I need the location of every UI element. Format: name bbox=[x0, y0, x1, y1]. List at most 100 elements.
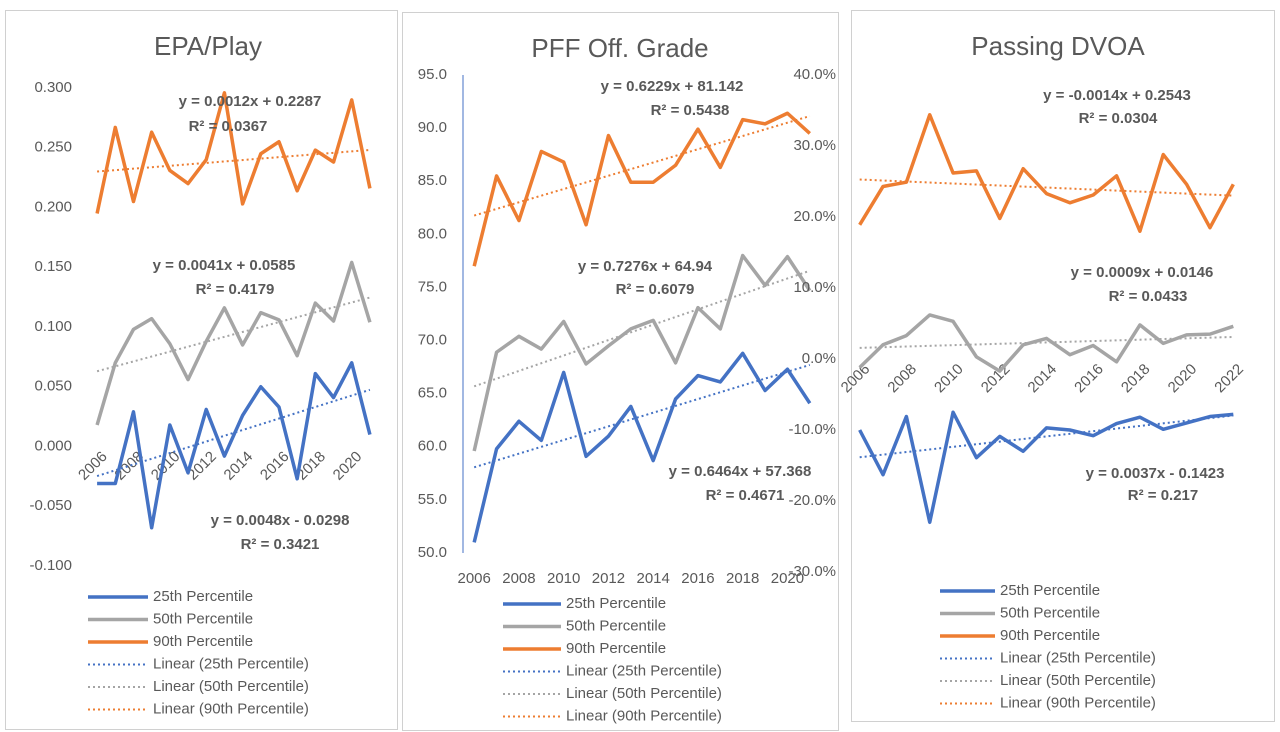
trend-r-squared: R² = 0.4179 bbox=[196, 281, 275, 298]
series-line bbox=[858, 410, 1234, 525]
trend-r-squared: R² = 0.0367 bbox=[189, 118, 268, 135]
y-tick-label: 90.0 bbox=[418, 119, 447, 136]
y-tick-label: -20.0% bbox=[788, 492, 836, 509]
legend-label: 90th Percentile bbox=[153, 633, 253, 650]
legend-label: Linear (50th Percentile) bbox=[153, 678, 309, 695]
x-tick-label: 2008 bbox=[884, 361, 920, 397]
panel bbox=[5, 10, 398, 730]
trend-line bbox=[473, 115, 811, 217]
y-tick-label: -30.0% bbox=[788, 563, 836, 580]
trend-r-squared: R² = 0.6079 bbox=[616, 281, 695, 298]
legend-label: Linear (90th Percentile) bbox=[566, 707, 722, 724]
x-tick-label: 2020 bbox=[1165, 361, 1201, 397]
series-line bbox=[95, 260, 372, 426]
series-line bbox=[858, 313, 1234, 373]
trend-equation: y = 0.7276x + 64.94 bbox=[578, 258, 713, 275]
y-tick-label: 0.250 bbox=[34, 139, 72, 156]
x-tick-label: 2012 bbox=[978, 361, 1014, 397]
legend-label: Linear (25th Percentile) bbox=[153, 655, 309, 672]
x-tick-label: 2014 bbox=[1025, 361, 1061, 397]
x-tick-label: 2016 bbox=[681, 570, 714, 587]
series-line bbox=[472, 253, 812, 452]
panel bbox=[402, 12, 839, 731]
trend-r-squared: R² = 0.0304 bbox=[1079, 110, 1158, 127]
trend-equation: y = 0.0037x - 0.1423 bbox=[1086, 465, 1225, 482]
y-tick-label: 40.0% bbox=[793, 66, 836, 83]
legend-label: 25th Percentile bbox=[566, 595, 666, 612]
y-tick-label: 0.0% bbox=[802, 350, 836, 367]
y-tick-label: 55.0 bbox=[418, 491, 447, 508]
trend-equation: y = 0.0041x + 0.0585 bbox=[153, 257, 296, 274]
trend-equation: y = 0.0009x + 0.0146 bbox=[1071, 264, 1214, 281]
x-tick-label: 2010 bbox=[931, 361, 967, 397]
x-tick-label: 2008 bbox=[502, 570, 535, 587]
y-tick-label: 95.0 bbox=[418, 66, 447, 83]
chart-title: EPA/Play bbox=[154, 31, 262, 61]
y-tick-label: 60.0 bbox=[418, 438, 447, 455]
legend-label: 25th Percentile bbox=[1000, 582, 1100, 599]
series-line bbox=[95, 91, 372, 214]
x-tick-label: 2010 bbox=[547, 570, 580, 587]
trend-equation: y = 0.6464x + 57.368 bbox=[669, 463, 812, 480]
y-tick-label: 50.0 bbox=[418, 544, 447, 561]
y-tick-label: 0.050 bbox=[34, 378, 72, 395]
trend-equation: y = 0.6229x + 81.142 bbox=[601, 78, 744, 95]
y-tick-label: 10.0% bbox=[793, 279, 836, 296]
trend-line bbox=[96, 296, 371, 373]
x-tick-label: 2020 bbox=[771, 570, 804, 587]
chart-title: Passing DVOA bbox=[971, 31, 1145, 61]
x-tick-label: 2016 bbox=[1071, 361, 1107, 397]
panel bbox=[851, 10, 1275, 722]
trend-equation: y = 0.0048x - 0.0298 bbox=[211, 512, 350, 529]
series-line bbox=[472, 351, 812, 543]
y-tick-label: 0.150 bbox=[34, 258, 72, 275]
legend-label: 50th Percentile bbox=[1000, 604, 1100, 621]
y-tick-label: 75.0 bbox=[418, 278, 447, 295]
trend-line bbox=[859, 178, 1234, 197]
trend-line bbox=[473, 269, 811, 388]
y-tick-label: 20.0% bbox=[793, 208, 836, 225]
y-tick-label: 0.100 bbox=[34, 318, 72, 335]
series-line bbox=[858, 113, 1235, 233]
legend-label: 50th Percentile bbox=[153, 610, 253, 627]
legend-label: 25th Percentile bbox=[153, 588, 253, 605]
y-tick-label: 0.200 bbox=[34, 198, 72, 215]
chart-title: PFF Off. Grade bbox=[531, 33, 708, 63]
y-tick-label: 0.300 bbox=[34, 79, 72, 96]
legend-label: Linear (50th Percentile) bbox=[1000, 672, 1156, 689]
y-tick-label: 70.0 bbox=[418, 332, 447, 349]
legend-label: 50th Percentile bbox=[566, 617, 666, 634]
x-tick-label: 2018 bbox=[726, 570, 759, 587]
legend-label: 90th Percentile bbox=[566, 640, 666, 657]
x-tick-label: 2014 bbox=[637, 570, 670, 587]
y-tick-label: -0.050 bbox=[29, 497, 72, 514]
x-tick-label: 2016 bbox=[257, 448, 293, 484]
y-tick-label: -0.100 bbox=[29, 557, 72, 574]
x-tick-label: 2020 bbox=[330, 448, 366, 484]
y-tick-label: 80.0 bbox=[418, 225, 447, 242]
y-tick-label: 65.0 bbox=[418, 385, 447, 402]
x-tick-label: 2012 bbox=[592, 570, 625, 587]
x-tick-label: 2006 bbox=[838, 361, 874, 397]
legend-label: Linear (50th Percentile) bbox=[566, 685, 722, 702]
legend-label: 90th Percentile bbox=[1000, 627, 1100, 644]
trend-r-squared: R² = 0.4671 bbox=[706, 487, 785, 504]
trend-r-squared: R² = 0.217 bbox=[1128, 487, 1198, 504]
x-tick-label: 2018 bbox=[1118, 361, 1154, 397]
trend-line bbox=[473, 363, 811, 469]
series-line bbox=[97, 361, 372, 530]
legend-label: Linear (25th Percentile) bbox=[1000, 649, 1156, 666]
legend-label: Linear (90th Percentile) bbox=[1000, 694, 1156, 711]
x-tick-label: 2022 bbox=[1211, 361, 1247, 397]
y-tick-label: 85.0 bbox=[418, 172, 447, 189]
x-tick-label: 2006 bbox=[458, 570, 491, 587]
trend-equation: y = 0.0012x + 0.2287 bbox=[179, 93, 322, 110]
trend-r-squared: R² = 0.0433 bbox=[1109, 288, 1188, 305]
y-tick-label: -10.0% bbox=[788, 421, 836, 438]
x-tick-label: 2006 bbox=[75, 448, 111, 484]
trend-r-squared: R² = 0.5438 bbox=[651, 102, 730, 119]
y-tick-label: 0.000 bbox=[34, 437, 72, 454]
series-line bbox=[472, 111, 811, 267]
trend-equation: y = -0.0014x + 0.2543 bbox=[1043, 87, 1191, 104]
